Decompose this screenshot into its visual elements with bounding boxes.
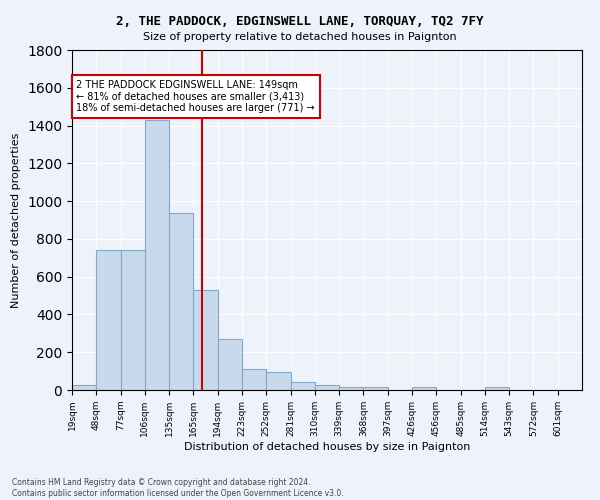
Y-axis label: Number of detached properties: Number of detached properties bbox=[11, 132, 22, 308]
Bar bbox=[485, 387, 509, 390]
Bar bbox=[315, 386, 339, 390]
Bar bbox=[339, 387, 364, 390]
Text: 2, THE PADDOCK, EDGINSWELL LANE, TORQUAY, TQ2 7FY: 2, THE PADDOCK, EDGINSWELL LANE, TORQUAY… bbox=[116, 15, 484, 28]
Bar bbox=[290, 382, 315, 390]
Text: Size of property relative to detached houses in Paignton: Size of property relative to detached ho… bbox=[143, 32, 457, 42]
Bar bbox=[266, 372, 290, 390]
Bar bbox=[218, 339, 242, 390]
X-axis label: Distribution of detached houses by size in Paignton: Distribution of detached houses by size … bbox=[184, 442, 470, 452]
Bar bbox=[169, 214, 193, 390]
Bar bbox=[242, 369, 266, 390]
Bar bbox=[145, 120, 169, 390]
Bar bbox=[72, 386, 96, 390]
Bar bbox=[121, 250, 145, 390]
Bar bbox=[364, 387, 388, 390]
Text: 2 THE PADDOCK EDGINSWELL LANE: 149sqm
← 81% of detached houses are smaller (3,41: 2 THE PADDOCK EDGINSWELL LANE: 149sqm ← … bbox=[76, 80, 315, 114]
Text: Contains HM Land Registry data © Crown copyright and database right 2024.
Contai: Contains HM Land Registry data © Crown c… bbox=[12, 478, 344, 498]
Bar bbox=[412, 387, 436, 390]
Bar bbox=[193, 290, 218, 390]
Bar bbox=[96, 250, 121, 390]
